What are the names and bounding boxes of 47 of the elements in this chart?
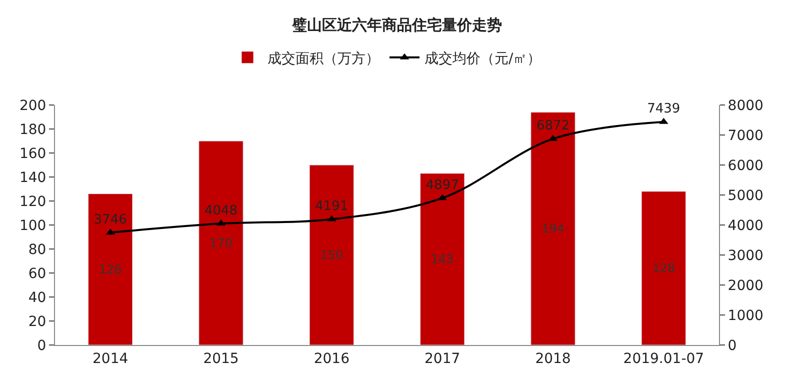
data-label: 128 [652, 261, 676, 276]
y-tick-label: 200 [19, 98, 46, 114]
y-tick-label: 80 [28, 242, 46, 258]
y-tick-label: 0 [37, 338, 46, 354]
chart-title: 璧山区近六年商品住宅量价走势 [291, 16, 502, 34]
y-tick-label: 160 [19, 146, 46, 162]
data-label: 4048 [204, 203, 238, 218]
x-tick-label: 2015 [203, 350, 239, 367]
x-tick-label: 2014 [92, 350, 128, 367]
y-tick-label: 100 [19, 218, 46, 234]
bar [88, 194, 133, 345]
y-tick-label: 120 [19, 194, 46, 210]
y2-tick-label: 3000 [728, 248, 764, 264]
data-label: 4191 [315, 199, 348, 214]
data-label: 150 [320, 248, 344, 262]
bar [309, 164, 354, 345]
data-label: 6872 [536, 118, 570, 134]
bar [420, 173, 465, 345]
x-tick-label: 2019.01-07 [623, 350, 704, 367]
y-tick-label: 60 [28, 266, 46, 282]
y2-tick-label: 8000 [728, 98, 764, 114]
x-tick-label: 2016 [314, 350, 350, 367]
data-label: 170 [210, 236, 232, 250]
data-label: 4897 [426, 178, 459, 193]
y2-tick-label: 1000 [728, 308, 764, 324]
x-tick-label: 2018 [535, 350, 571, 367]
y-tick-label: 20 [28, 314, 46, 330]
data-label: 194 [542, 222, 564, 236]
y2-tick-label: 2000 [728, 278, 764, 294]
y-tick-label: 140 [19, 170, 46, 186]
legend-label: 成交均价（元/㎡） [424, 50, 542, 67]
y-tick-label: 40 [28, 290, 46, 306]
data-label: 3746 [94, 212, 127, 228]
y2-tick-label: 0 [728, 338, 737, 354]
y2-tick-label: 6000 [728, 158, 764, 174]
data-label: 7439 [647, 102, 680, 117]
bar [641, 191, 686, 345]
bar [198, 140, 244, 345]
y2-tick-label: 7000 [728, 128, 764, 144]
x-tick-label: 2017 [424, 350, 460, 367]
legend-label: 成交面积（万方） [268, 50, 380, 67]
data-label: 126 [98, 262, 122, 276]
y-tick-label: 180 [19, 122, 46, 138]
y2-tick-label: 5000 [728, 188, 764, 204]
y2-tick-label: 4000 [728, 218, 764, 234]
data-label: 143 [430, 252, 454, 266]
bar [530, 112, 576, 345]
